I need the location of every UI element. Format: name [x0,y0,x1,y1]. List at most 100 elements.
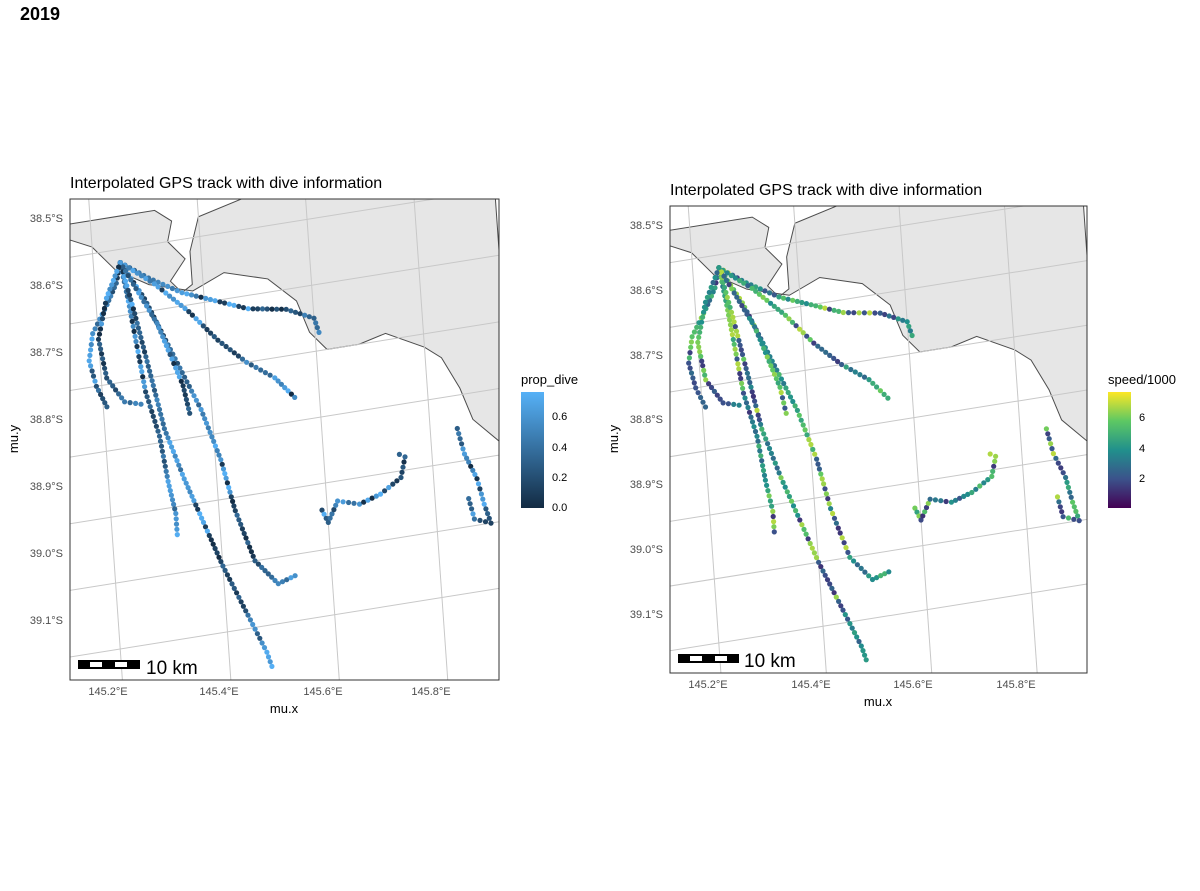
track-point [1061,514,1066,519]
track-point [853,369,858,374]
track-point [1069,495,1074,500]
track-point [810,447,815,452]
track-point [757,448,762,453]
track-point [938,498,943,503]
y-tick-label: 38.8°S [630,414,663,426]
track-point [990,469,995,474]
track-point [789,499,794,504]
track-point [701,310,706,315]
track-point [744,400,749,405]
y-tick-label: 39.1°S [630,609,663,621]
track-point [851,558,856,563]
track-point [1066,485,1071,490]
track-point [740,352,745,357]
track-point [1045,431,1050,436]
track-point [783,485,788,490]
track-point [771,456,776,461]
track-point [734,356,739,361]
plot-area [499,56,1200,829]
track-point [799,522,804,527]
track-point [737,371,742,376]
scale-bar-label: 10 km [744,651,796,672]
track-point [734,329,739,334]
track-point [1058,465,1063,470]
track-point [1053,456,1058,461]
track-point [832,590,837,595]
track-point [791,503,796,508]
map-content [499,56,1200,829]
track-point [820,476,825,481]
track-point [723,290,728,295]
track-point [988,451,993,456]
track-point [781,296,786,301]
track-point [726,401,731,406]
track-point [944,499,949,504]
track-point [722,285,727,290]
track-point [803,427,808,432]
track-point [860,648,865,653]
track-point [843,545,848,550]
track-point [700,400,705,405]
track-point [735,361,740,366]
track-point [750,419,755,424]
track-point [696,390,701,395]
track-point [808,442,813,447]
track-point [810,546,815,551]
track-point [709,285,714,290]
track-point [756,413,761,418]
track-point [862,375,867,380]
track-point [730,315,735,320]
track-point [840,535,845,540]
track-point [1064,480,1069,485]
track-point [782,406,787,411]
track-point [840,608,845,613]
track-point [1047,436,1052,441]
track-point [795,513,800,518]
track-point [758,286,763,291]
track-point [687,355,692,360]
track-point [747,380,752,385]
track-point [808,541,813,546]
track-point [828,506,833,511]
track-point [845,617,850,622]
track-point [781,400,786,405]
track-point [769,451,774,456]
legend-tick: 6 [1139,412,1145,424]
track-point [761,431,766,436]
track-point [703,404,708,409]
x-tick-label: 145.8°E [996,679,1035,691]
track-point [822,486,827,491]
track-point [823,573,828,578]
track-point [742,361,747,366]
track-point [855,562,860,567]
legend-colorbar [1108,392,1131,508]
track-point [698,354,703,359]
legend-tick: 2 [1139,473,1145,485]
track-point [767,493,772,498]
track-point [707,290,712,295]
track-point [830,511,835,516]
track-point [870,381,875,386]
track-point [910,333,915,338]
track-point [852,630,857,635]
track-point [758,422,763,427]
track-point [834,521,839,526]
track-point [806,437,811,442]
track-point [751,394,756,399]
track-point [763,478,768,483]
y-tick-label: 38.5°S [630,220,663,232]
track-point [772,529,777,534]
track-point [733,347,738,352]
track-point [746,375,751,380]
track-point [1056,499,1061,504]
track-point [754,434,759,439]
track-point [711,280,716,285]
track-point [740,386,745,391]
track-point [688,345,693,350]
track-point [856,639,861,644]
track-point [788,394,793,399]
track-point [690,334,695,339]
track-point [752,399,757,404]
track-point [799,418,804,423]
track-point [725,295,730,300]
